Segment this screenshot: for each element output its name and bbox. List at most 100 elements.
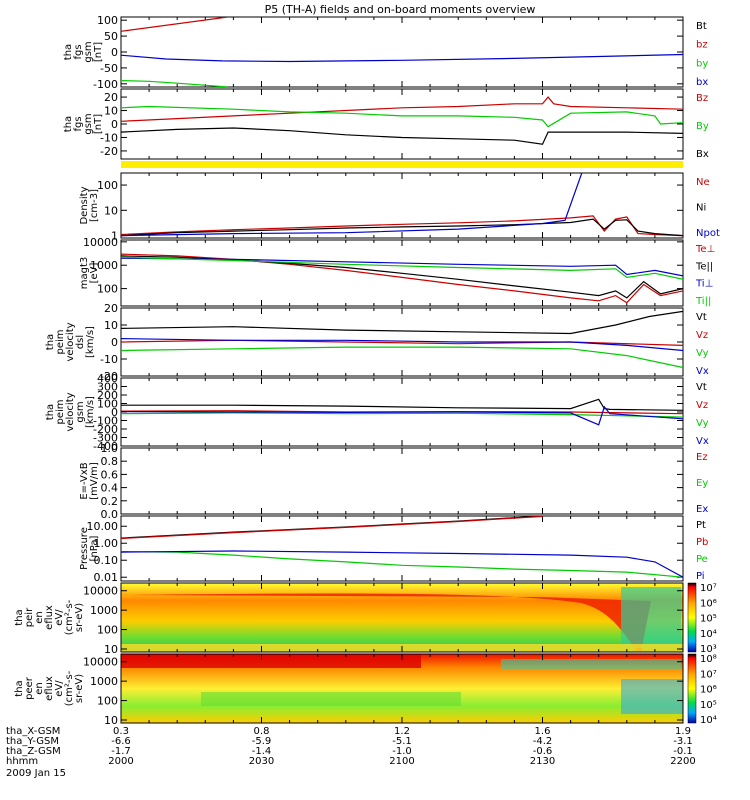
y-axis-title-line: Pressure	[79, 527, 90, 570]
x-tick-label: 1.6	[535, 726, 551, 737]
y-axis-title-line: eflux	[44, 605, 55, 630]
y-tick-label: -200	[93, 423, 118, 436]
panel-frame	[120, 16, 684, 88]
y-tick-label: 10.00	[87, 520, 119, 533]
series-line-Vy	[121, 346, 683, 369]
x-tick-label: -5.1	[392, 736, 412, 747]
y-tick-label: 0.6	[101, 468, 119, 481]
y-axis-title-line: tha	[45, 404, 56, 420]
series-line-Pe	[121, 550, 683, 578]
spectrogram-band	[501, 659, 681, 669]
legend-entry: Vt	[696, 382, 707, 393]
panel-p7: 1.00.80.60.40.20.0 E=-VxB [mV/m] Ez Ey Ex	[79, 442, 708, 521]
x-tick-label: 1.2	[394, 726, 410, 737]
y-tick-label: 0.4	[101, 482, 119, 495]
legend-entry: By	[696, 121, 709, 132]
colorbar	[687, 653, 697, 724]
legend-entry: bx	[696, 77, 708, 88]
legend-entry: Bx	[696, 149, 709, 160]
y-tick-label: 200	[97, 389, 118, 402]
colorbar-tick-label: 10⁶	[700, 685, 717, 696]
y-tick-label: 50	[104, 30, 118, 43]
legend-entry: Pe	[696, 554, 708, 565]
legend-entry: bz	[696, 40, 708, 51]
y-axis-title-line: tha	[45, 334, 56, 350]
colorbar-tick-label: 10⁷	[700, 583, 717, 594]
y-tick-label: 10	[104, 714, 118, 727]
x-tick-label: -1.4	[252, 746, 272, 757]
y-tick-label: -20	[100, 145, 118, 158]
y-tick-label: -300	[93, 432, 118, 445]
y-axis-title-line: peim	[55, 399, 66, 424]
y-axis-title-line: fgs	[73, 116, 84, 131]
x-tick-label: 0.8	[254, 726, 270, 737]
y-tick-label: 1.0	[101, 442, 119, 455]
spectrogram-band	[201, 692, 461, 706]
y-axis-title-line: peir	[24, 607, 35, 627]
legend-entry: Ez	[696, 452, 708, 463]
spectrogram-p10	[121, 654, 683, 723]
y-tick-label: 10000	[83, 585, 118, 598]
x-tick-label: -3.1	[673, 736, 693, 747]
y-axis-title-line: sr-eV)	[74, 603, 85, 632]
series-line-Vy	[121, 412, 683, 418]
y-axis-title-line: tha	[63, 116, 74, 132]
series-line-by	[121, 80, 228, 87]
y-tick-label: 0	[111, 46, 118, 59]
series-group	[121, 310, 683, 369]
legend-entry: Vz	[696, 330, 708, 341]
legend-entry: Ti||	[695, 296, 711, 307]
y-tick-label: 100	[97, 179, 118, 192]
y-tick-label: 10000	[83, 236, 118, 249]
y-axis-title-line: gsm	[83, 41, 94, 62]
legend-entry: Ex	[696, 504, 708, 515]
legend-entry: Bt	[696, 21, 707, 32]
y-axis-title-line: [km/s]	[85, 326, 96, 358]
colorbar	[687, 582, 697, 653]
x-tick-label: -0.6	[533, 746, 553, 757]
figure-title: P5 (TH-A) fields and on-board moments ov…	[265, 3, 536, 16]
x-tick-label: -5.9	[252, 736, 272, 747]
y-tick-label: 10	[104, 319, 118, 332]
legend-entry: Vy	[696, 418, 709, 429]
series-line-Vx	[121, 338, 683, 352]
date-label: 2009 Jan 15	[6, 768, 66, 779]
legend-entry: Vz	[696, 400, 708, 411]
y-tick-label: 1000	[90, 675, 118, 688]
legend-entry: Vy	[696, 348, 709, 359]
colorbar-tick-label: 10⁴	[700, 629, 717, 640]
legend-entry: Pt	[696, 520, 706, 531]
series-group	[121, 253, 683, 304]
legend-entry: Vt	[696, 312, 707, 323]
legend-entry: Ti⊥	[695, 279, 713, 290]
legend-entry: Vx	[696, 366, 709, 377]
spectrogram-background	[121, 583, 683, 652]
x-tick-label: 2000	[108, 756, 133, 767]
series-line-Bx	[121, 127, 683, 145]
y-axis-title-line: dsl	[75, 335, 86, 349]
panel-p3: 100 10 1 Density [cm-3] Ne Ni Npot	[79, 172, 720, 243]
y-axis-title-line: Density	[79, 186, 90, 224]
x-tick-label: -1.0	[392, 746, 412, 757]
spectrogram-band	[621, 587, 681, 648]
series-line-Vt	[121, 398, 683, 411]
y-axis-title-line: eflux	[44, 676, 55, 701]
y-tick-label: 1.00	[94, 537, 119, 550]
x-axis-footer: tha_X-GSMtha_Y-GSMtha_Z-GSMhhmm0.3-6.6-1…	[6, 726, 696, 767]
x-tick-label: 2100	[389, 756, 414, 767]
series-group	[121, 96, 683, 145]
y-axis-title-line: sr-eV)	[74, 674, 85, 703]
y-axis-title-line: fgs	[73, 44, 84, 59]
x-tick-label: 2130	[530, 756, 555, 767]
y-tick-label: 0.01	[94, 571, 119, 584]
spectrogram-band	[121, 654, 421, 668]
y-tick-label: 10000	[83, 656, 118, 669]
series-line-bx	[121, 53, 683, 63]
spectrogram-band	[621, 679, 683, 714]
y-axis-title-line: tha	[14, 609, 25, 625]
panel-p5: 20 10 0 -10 -20 tha peim velocity dsl [km/s] Vt Vz V…	[45, 302, 709, 383]
series-line-By	[121, 105, 683, 128]
y-tick-label: -100	[93, 415, 118, 428]
x-tick-label: -0.1	[673, 746, 693, 757]
